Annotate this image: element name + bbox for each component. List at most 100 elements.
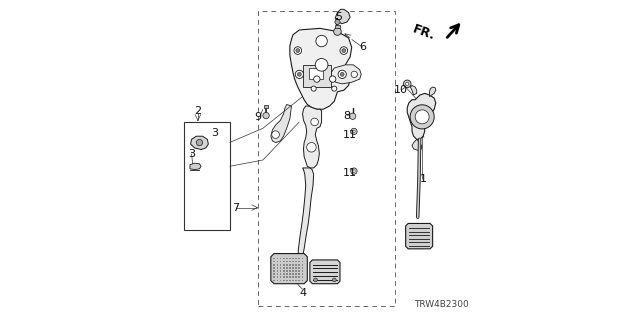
Polygon shape [335,9,350,24]
Bar [286,273,288,275]
Bar [298,261,300,262]
Bar [298,270,300,272]
Text: 3: 3 [188,149,195,159]
Bar [184,122,230,230]
Circle shape [410,105,434,129]
Bar [276,270,278,272]
Bar [280,261,282,262]
Polygon shape [191,136,209,149]
Circle shape [335,20,340,25]
Bar [289,273,291,275]
Bar [289,270,291,272]
Text: 3: 3 [211,128,218,138]
Bar [298,267,300,269]
Bar [286,276,288,278]
Text: TRW4B2300: TRW4B2300 [414,300,469,309]
Text: 11: 11 [343,168,357,178]
Bar [273,270,275,272]
Polygon shape [406,223,433,249]
Bar [283,258,285,259]
Bar [289,261,291,262]
Bar [286,280,288,281]
Text: 6: 6 [359,42,366,52]
Circle shape [196,140,203,146]
Bar [276,261,278,262]
Text: 2: 2 [195,106,202,116]
Circle shape [296,49,300,52]
Circle shape [333,28,341,35]
Circle shape [330,76,336,82]
Bar [286,261,288,262]
Bar [289,264,291,266]
Bar [286,258,288,259]
Bar [298,258,300,259]
Polygon shape [410,85,417,95]
Bar [273,261,275,262]
Bar [301,264,303,266]
Polygon shape [271,105,291,142]
Circle shape [403,80,411,88]
Circle shape [351,128,357,135]
Bar [303,65,331,87]
Bar [283,280,285,281]
Polygon shape [412,140,422,150]
Bar [298,273,300,275]
Circle shape [298,72,301,76]
Circle shape [349,113,356,119]
Bar [335,25,340,28]
Text: 4: 4 [299,288,306,298]
Polygon shape [190,163,201,170]
Bar [301,276,303,278]
Polygon shape [303,106,321,168]
Bar [298,264,300,266]
Bar [295,270,297,272]
Bar [273,258,275,259]
Bar [276,267,278,269]
Bar [292,276,294,278]
Bar [295,280,297,281]
Bar [301,270,303,272]
Bar [292,267,294,269]
Circle shape [342,49,346,52]
Bar [286,264,288,266]
Circle shape [406,82,409,85]
Bar [295,273,297,275]
Circle shape [351,71,357,77]
Polygon shape [290,28,352,109]
Bar [280,276,282,278]
Text: FR.: FR. [411,23,437,43]
Bar [301,261,303,262]
Bar [273,276,275,278]
Bar [280,258,282,259]
Bar [295,267,297,269]
Bar [292,280,294,281]
Bar [283,273,285,275]
Text: 9: 9 [255,112,262,122]
Circle shape [316,59,328,71]
Bar [280,270,282,272]
Bar [283,270,285,272]
Bar [273,267,275,269]
Circle shape [307,142,316,152]
Circle shape [316,35,327,47]
Circle shape [353,130,355,133]
Bar [301,267,303,269]
Bar [301,258,303,259]
Text: 8: 8 [344,111,351,121]
Bar [292,264,294,266]
Bar [283,267,285,269]
Bar [292,270,294,272]
Bar [258,11,394,306]
Bar [292,273,294,275]
Circle shape [272,131,280,139]
Bar [276,258,278,259]
Circle shape [332,278,336,282]
Circle shape [340,47,348,54]
Circle shape [263,112,269,119]
Bar [276,280,278,281]
Circle shape [353,170,355,172]
Bar [283,264,285,266]
Text: 11: 11 [343,130,357,140]
Bar [292,258,294,259]
Bar [280,267,282,269]
